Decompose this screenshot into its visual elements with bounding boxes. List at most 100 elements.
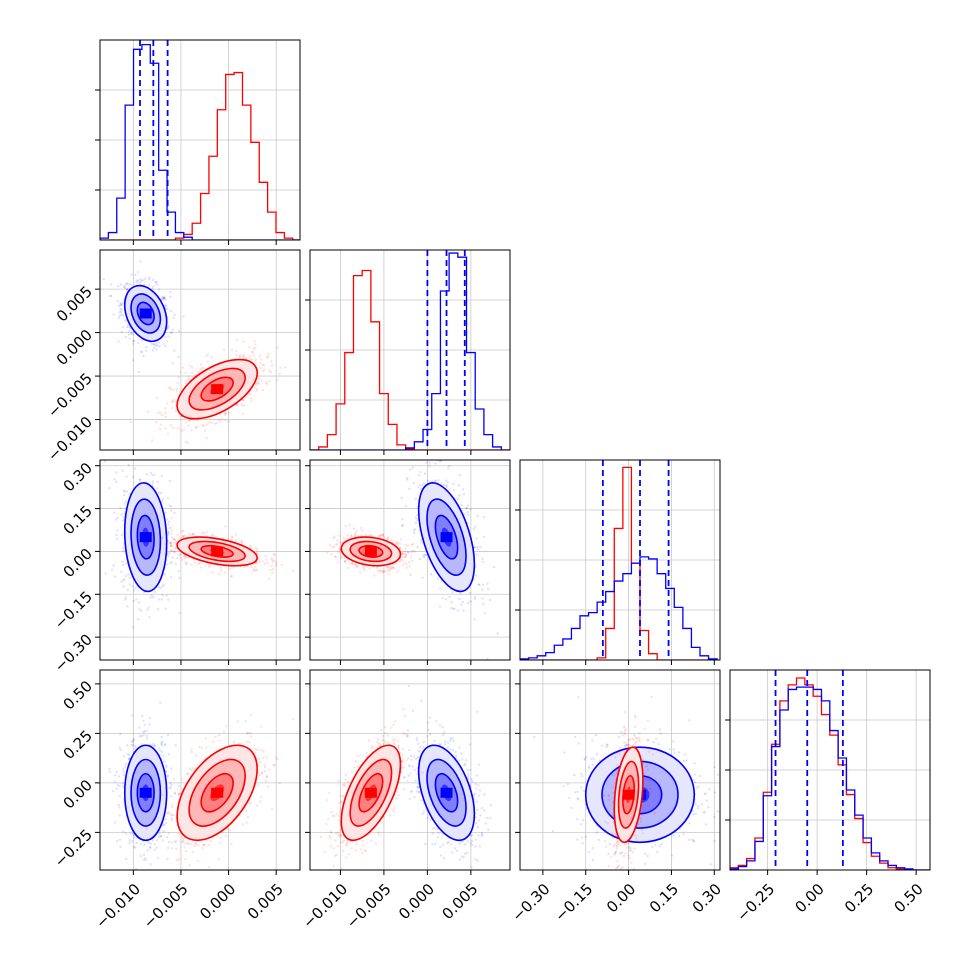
- sample-point: [117, 803, 120, 807]
- sample-point: [190, 429, 193, 432]
- sample-point: [188, 420, 191, 423]
- sample-point: [354, 532, 357, 535]
- sample-point: [278, 372, 281, 376]
- sample-point: [275, 561, 278, 565]
- sample-point: [127, 463, 130, 467]
- sample-point: [169, 544, 173, 548]
- sample-point: [112, 564, 115, 567]
- sample-point: [254, 390, 258, 393]
- sample-point: [135, 867, 138, 870]
- sample-point: [257, 377, 260, 380]
- sample-point: [217, 419, 220, 422]
- sample-point: [271, 568, 275, 571]
- sample-point: [219, 569, 223, 572]
- sample-point: [126, 605, 129, 608]
- sample-point: [124, 762, 128, 765]
- sample-point: [122, 516, 126, 519]
- sample-point: [137, 618, 140, 621]
- sample-point: [254, 387, 257, 390]
- sample-point: [336, 539, 339, 542]
- sample-point: [261, 389, 265, 392]
- sample-point: [164, 415, 168, 419]
- sample-point: [394, 542, 397, 545]
- sample-point: [146, 608, 149, 611]
- sample-point: [403, 555, 407, 559]
- sample-point: [395, 540, 399, 543]
- sample-point: [437, 479, 440, 482]
- sample-point: [251, 350, 254, 353]
- marginal-series-group: [310, 250, 510, 450]
- sample-point: [168, 787, 171, 790]
- sample-point: [413, 550, 416, 553]
- sample-point: [168, 479, 171, 483]
- sample-point: [168, 551, 171, 555]
- sample-point: [185, 379, 188, 383]
- sample-point: [378, 534, 382, 537]
- sample-point: [191, 533, 195, 536]
- sample-point: [426, 479, 429, 483]
- sample-point: [165, 822, 168, 825]
- sample-point: [400, 496, 403, 500]
- sample-point: [273, 554, 276, 557]
- sample-point: [219, 420, 222, 423]
- sample-point: [122, 770, 125, 774]
- sample-point: [126, 288, 129, 291]
- sample-point: [259, 361, 262, 365]
- sample-point: [401, 524, 404, 527]
- histogram-step: [520, 556, 718, 660]
- sample-point: [174, 547, 178, 550]
- sample-point: [410, 559, 414, 563]
- sample-point: [182, 428, 186, 431]
- sample-point: [398, 542, 401, 545]
- sample-point: [118, 794, 121, 798]
- sample-point: [172, 541, 176, 544]
- sample-point: [169, 509, 173, 512]
- sample-point: [134, 273, 137, 277]
- sample-point: [414, 521, 418, 525]
- sample-point: [243, 565, 246, 569]
- sample-point: [168, 291, 172, 294]
- sample-point: [148, 276, 151, 279]
- sample-point: [263, 363, 266, 366]
- sample-point: [163, 824, 166, 827]
- sample-point: [191, 533, 194, 536]
- sample-point: [109, 294, 112, 298]
- sample-point: [184, 562, 188, 565]
- sample-point: [114, 773, 117, 777]
- sample-point: [123, 578, 127, 581]
- sample-point: [338, 547, 341, 551]
- sample-point: [163, 542, 167, 546]
- sample-point: [439, 440, 441, 442]
- contour-line: [188, 367, 246, 411]
- sample-point: [122, 830, 125, 833]
- sample-point: [417, 485, 420, 489]
- sample-point: [439, 460, 442, 463]
- sample-point: [123, 755, 126, 758]
- sample-point: [199, 363, 203, 366]
- sample-point: [170, 332, 173, 335]
- sample-point: [116, 529, 119, 532]
- sample-point: [496, 632, 499, 635]
- sample-point: [409, 457, 411, 459]
- sample-point: [138, 457, 140, 459]
- sample-point: [171, 400, 174, 404]
- sample-point: [452, 488, 455, 492]
- sample-point: [148, 616, 151, 619]
- sample-point: [174, 400, 177, 403]
- sample-point: [142, 730, 145, 734]
- sample-point: [350, 561, 354, 565]
- sample-point: [213, 422, 217, 425]
- sample-point: [415, 517, 418, 520]
- sample-point: [248, 355, 251, 358]
- sample-point: [168, 504, 171, 507]
- sample-point: [164, 298, 167, 301]
- sample-point: [177, 355, 180, 359]
- contour-line: [123, 284, 168, 343]
- sample-point: [364, 533, 367, 536]
- sample-point: [475, 537, 478, 540]
- sample-point: [473, 618, 476, 621]
- sample-point: [373, 574, 376, 577]
- sample-point: [235, 539, 238, 542]
- sample-point: [152, 285, 155, 288]
- sample-point: [121, 301, 125, 305]
